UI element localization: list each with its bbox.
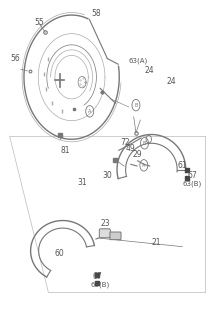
FancyBboxPatch shape	[110, 232, 121, 240]
Text: 31: 31	[78, 178, 87, 187]
Text: 63(B): 63(B)	[91, 281, 110, 287]
FancyBboxPatch shape	[99, 229, 110, 238]
Text: B: B	[143, 141, 146, 146]
Text: 49: 49	[126, 144, 135, 153]
Text: 56: 56	[10, 53, 20, 62]
Text: 61: 61	[178, 161, 187, 170]
Text: B: B	[134, 103, 138, 108]
Text: 63(A): 63(A)	[128, 58, 148, 65]
Text: 63(B): 63(B)	[183, 181, 202, 187]
Text: 29: 29	[132, 150, 142, 159]
Text: 30: 30	[102, 172, 112, 180]
Text: 67: 67	[92, 272, 102, 281]
Text: 24: 24	[144, 66, 154, 75]
Text: A: A	[88, 109, 91, 114]
Text: 60: 60	[55, 250, 64, 259]
Text: 23: 23	[100, 219, 110, 228]
Text: 58: 58	[91, 9, 101, 18]
Text: 55: 55	[35, 19, 44, 28]
Text: 21: 21	[151, 238, 161, 247]
Text: 24: 24	[167, 77, 176, 86]
Text: 81: 81	[60, 146, 70, 155]
Text: 72: 72	[120, 138, 130, 147]
Text: A: A	[142, 163, 146, 168]
Text: 67: 67	[188, 172, 197, 180]
